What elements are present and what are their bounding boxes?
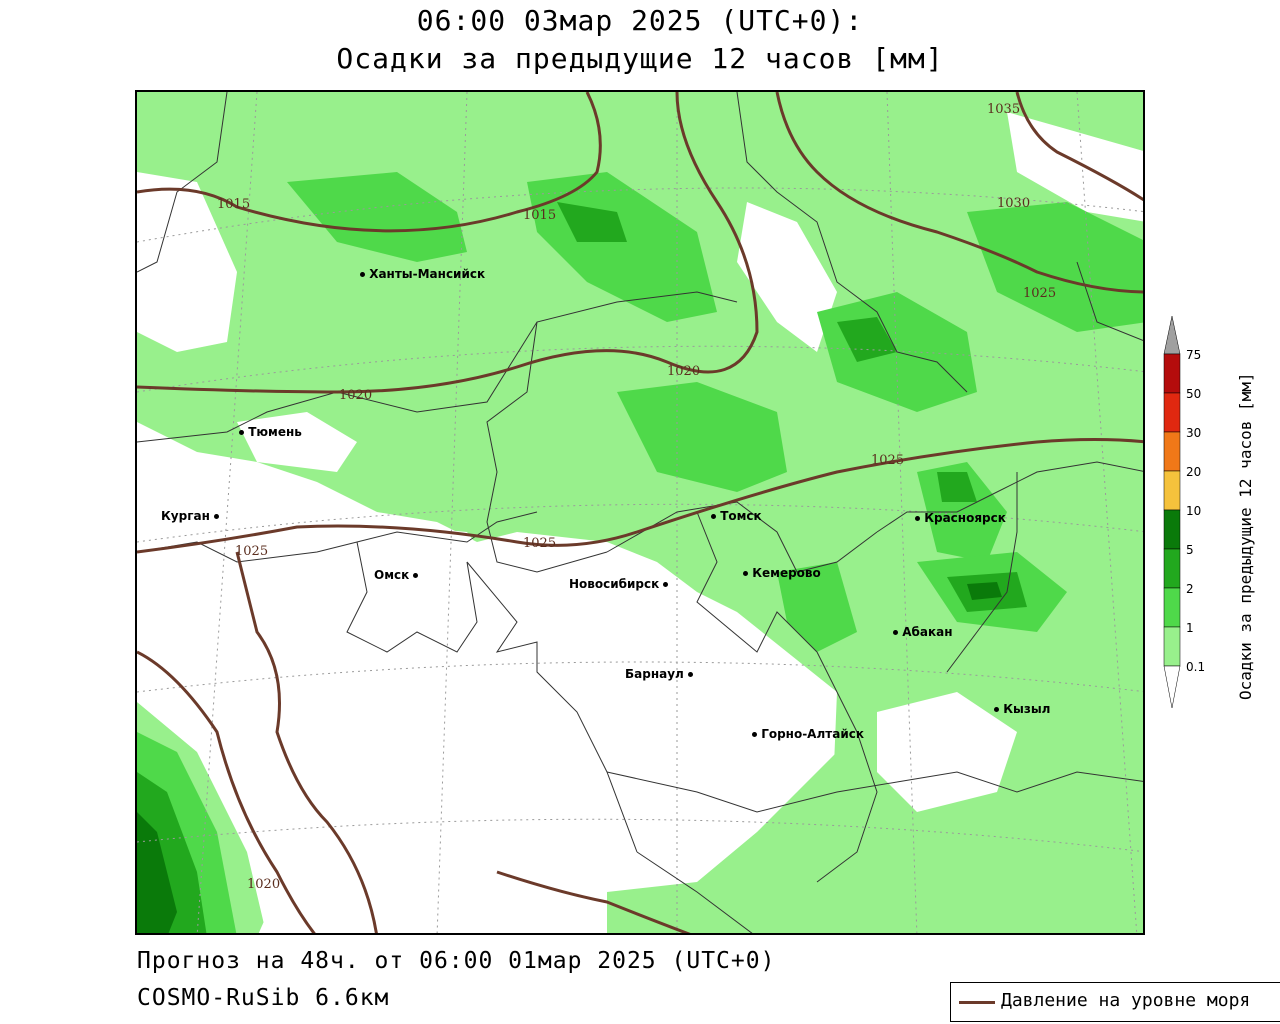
map-canvas: [137, 92, 1143, 933]
city-marker: Тюмень: [239, 425, 302, 439]
colorbar-tick: 0.1: [1186, 660, 1206, 674]
forecast-info: Прогноз на 48ч. от 06:00 01мар 2025 (UTC…: [137, 948, 776, 974]
city-label: Новосибирск: [569, 577, 660, 591]
model-name: COSMO-RuSib 6.6км: [137, 985, 390, 1011]
city-marker: Красноярск: [915, 511, 1006, 525]
city-label: Абакан: [902, 625, 953, 639]
city-dot-icon: [239, 430, 244, 435]
city-marker: Курган: [161, 509, 220, 523]
colorbar-tick: 10: [1186, 504, 1202, 518]
map-title-variable: Осадки за предыдущие 12 часов [мм]: [336, 42, 944, 75]
city-label: Красноярск: [924, 511, 1006, 525]
precip-very-heavy: [137, 582, 1002, 933]
isobar-label: 1025: [1023, 286, 1057, 301]
city-marker: Горно-Алтайск: [752, 727, 864, 741]
city-dot-icon: [688, 672, 694, 677]
city-dot-icon: [711, 514, 716, 519]
city-dot-icon: [413, 573, 419, 578]
precipitation-map: 1015 1015 1020 1020 1025 1025 1025 1025 …: [135, 90, 1145, 935]
city-dot-icon: [214, 514, 220, 519]
city-marker: Томск: [711, 509, 762, 523]
pressure-legend-label: Давление на уровне моря: [1001, 990, 1251, 1011]
city-label: Омск: [374, 568, 410, 582]
city-marker: Абакан: [893, 625, 952, 639]
isobar-label: 1015: [217, 197, 251, 212]
colorbar-tick: 75: [1186, 348, 1202, 362]
city-label: Горно-Алтайск: [761, 727, 864, 741]
city-dot-icon: [994, 707, 999, 712]
colorbar-tick: 1: [1186, 621, 1194, 635]
city-marker: Кемерово: [743, 566, 821, 580]
isobar-label: 1020: [667, 364, 701, 379]
colorbar-top-arrow-icon: [1163, 316, 1181, 355]
city-label: Кызыл: [1003, 702, 1051, 716]
precip-colorbar: [1163, 316, 1181, 709]
precip-gaps: [137, 112, 1143, 933]
colorbar-title: Осадки за предыдущие 12 часов [мм]: [1236, 372, 1255, 700]
isobar-label: 1035: [987, 102, 1021, 117]
colorbar-tick: 5: [1186, 543, 1194, 557]
city-label: Барнаул: [625, 667, 684, 681]
isobar-label: 1025: [871, 453, 905, 468]
city-dot-icon: [893, 630, 898, 635]
city-dot-icon: [743, 571, 748, 576]
city-dot-icon: [663, 582, 669, 587]
city-dot-icon: [360, 272, 365, 277]
city-marker: Новосибирск: [569, 577, 669, 591]
city-marker: Омск: [374, 568, 419, 582]
city-dot-icon: [752, 732, 757, 737]
isobar-label: 1015: [523, 208, 557, 223]
city-label: Кемерово: [752, 566, 821, 580]
city-dot-icon: [915, 516, 920, 521]
city-label: Тюмень: [248, 425, 302, 439]
isobars: [137, 92, 1143, 933]
colorbar-tick: 2: [1186, 582, 1194, 596]
admin-boundaries: [137, 92, 1143, 933]
isobar-label: 1020: [339, 388, 373, 403]
city-label: Ханты-Мансийск: [369, 267, 486, 281]
isobar-label: 1025: [235, 544, 269, 559]
graticule: [137, 92, 1143, 933]
city-marker: Кызыл: [994, 702, 1050, 716]
colorbar-tick: 50: [1186, 387, 1202, 401]
pressure-line-swatch: [959, 1001, 995, 1004]
colorbar-tick: 30: [1186, 426, 1202, 440]
city-marker: Барнаул: [625, 667, 694, 681]
pressure-legend: Давление на уровне моря: [950, 982, 1280, 1022]
colorbar-bottom-arrow-icon: [1163, 665, 1181, 709]
isobar-label: 1025: [523, 536, 557, 551]
isobar-label: 1030: [997, 196, 1031, 211]
city-label: Томск: [720, 509, 762, 523]
map-title-time: 06:00 03мар 2025 (UTC+0):: [416, 4, 864, 37]
city-marker: Ханты-Мансийск: [360, 267, 485, 281]
city-label: Курган: [161, 509, 210, 523]
isobar-label: 1020: [247, 877, 281, 892]
colorbar-tick: 20: [1186, 465, 1202, 479]
